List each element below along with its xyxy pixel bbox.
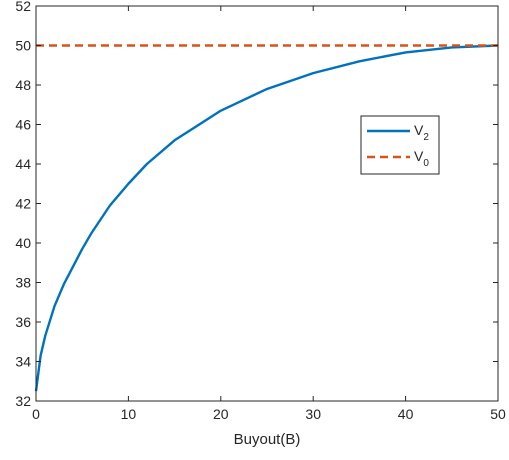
x-tick-label: 10 <box>121 406 137 422</box>
y-tick-label: 40 <box>15 235 31 251</box>
y-tick-label: 36 <box>15 314 31 330</box>
x-tick-label: 40 <box>398 406 414 422</box>
series-line-v2 <box>34 44 499 392</box>
x-tick-label: 20 <box>213 406 229 422</box>
x-tick-label: 0 <box>32 406 40 422</box>
legend: V2 V0 <box>360 115 440 175</box>
legend-label-v2-main: V <box>414 122 424 138</box>
series-layer <box>34 44 499 392</box>
x-tick-label: 30 <box>305 406 321 422</box>
y-tick-label: 48 <box>15 77 31 93</box>
legend-box <box>360 115 440 175</box>
legend-label-v0-main: V <box>414 148 424 164</box>
y-tick-label: 32 <box>15 393 31 409</box>
y-tick-label: 50 <box>15 38 31 54</box>
legend-label-v2-sub: 2 <box>423 132 429 143</box>
legend-label-v0-sub: 0 <box>423 158 429 169</box>
x-axis-label: Buyout(B) <box>234 431 301 448</box>
y-tick-label: 38 <box>15 275 31 291</box>
axes-background <box>36 6 498 401</box>
y-tick-label: 46 <box>15 117 31 133</box>
y-tick-label: 42 <box>15 196 31 212</box>
y-tick-label: 44 <box>15 156 31 172</box>
y-tick-label: 34 <box>15 354 31 370</box>
legend-label-v0: V0 <box>414 148 429 169</box>
x-tick-label: 50 <box>490 406 506 422</box>
legend-label-v2: V2 <box>414 122 429 143</box>
y-tick-label: 52 <box>15 0 31 14</box>
